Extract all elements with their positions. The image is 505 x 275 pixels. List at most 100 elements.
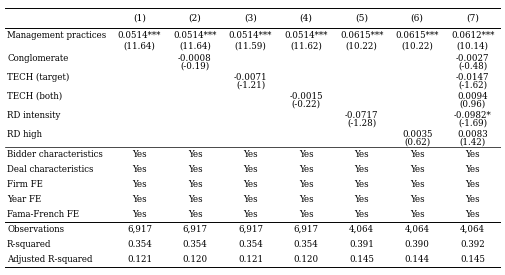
Text: Observations: Observations <box>7 225 64 234</box>
Text: -0.0717: -0.0717 <box>344 111 378 120</box>
Text: Yes: Yes <box>465 195 479 204</box>
Text: 0.0514***: 0.0514*** <box>173 31 216 40</box>
Text: Yes: Yes <box>465 180 479 189</box>
Text: (11.62): (11.62) <box>289 41 321 50</box>
Text: Yes: Yes <box>465 150 479 160</box>
Text: (-0.19): (-0.19) <box>180 62 209 71</box>
Text: 0.0514***: 0.0514*** <box>118 31 161 40</box>
Text: (10.22): (10.22) <box>345 41 377 50</box>
Text: Yes: Yes <box>354 165 368 174</box>
Text: (-1.62): (-1.62) <box>457 81 486 90</box>
Text: 0.0035: 0.0035 <box>401 130 432 139</box>
Text: 0.0615***: 0.0615*** <box>395 31 438 40</box>
Text: Yes: Yes <box>409 180 424 189</box>
Text: -0.0982*: -0.0982* <box>453 111 490 120</box>
Text: 0.392: 0.392 <box>460 240 484 249</box>
Text: (0.62): (0.62) <box>403 138 429 147</box>
Text: (7): (7) <box>465 13 478 23</box>
Text: Yes: Yes <box>298 180 313 189</box>
Text: Yes: Yes <box>409 195 424 204</box>
Text: (3): (3) <box>244 13 257 23</box>
Text: Yes: Yes <box>409 165 424 174</box>
Text: Yes: Yes <box>243 180 258 189</box>
Text: 0.144: 0.144 <box>404 255 429 264</box>
Text: (-1.28): (-1.28) <box>346 119 376 128</box>
Text: (1.42): (1.42) <box>459 138 485 147</box>
Text: Conglomerate: Conglomerate <box>7 54 68 63</box>
Text: 0.0514***: 0.0514*** <box>284 31 327 40</box>
Text: Deal characteristics: Deal characteristics <box>7 165 93 174</box>
Text: Adjusted R-squared: Adjusted R-squared <box>7 255 92 264</box>
Text: Fama-French FE: Fama-French FE <box>7 210 79 219</box>
Text: (6): (6) <box>410 13 423 23</box>
Text: Yes: Yes <box>354 150 368 160</box>
Text: Yes: Yes <box>465 210 479 219</box>
Text: (5): (5) <box>355 13 367 23</box>
Text: Yes: Yes <box>187 210 202 219</box>
Text: 0.354: 0.354 <box>238 240 263 249</box>
Text: 0.120: 0.120 <box>293 255 318 264</box>
Text: 0.145: 0.145 <box>459 255 484 264</box>
Text: 0.120: 0.120 <box>182 255 207 264</box>
Text: (11.64): (11.64) <box>179 41 211 50</box>
Text: (0.96): (0.96) <box>459 100 485 109</box>
Text: Yes: Yes <box>132 195 146 204</box>
Text: Yes: Yes <box>243 165 258 174</box>
Text: Yes: Yes <box>243 210 258 219</box>
Text: Yes: Yes <box>409 150 424 160</box>
Text: Yes: Yes <box>298 210 313 219</box>
Text: Yes: Yes <box>354 195 368 204</box>
Text: Firm FE: Firm FE <box>7 180 43 189</box>
Text: 0.354: 0.354 <box>182 240 207 249</box>
Text: 6,917: 6,917 <box>182 225 207 234</box>
Text: 0.354: 0.354 <box>293 240 318 249</box>
Text: 0.0514***: 0.0514*** <box>228 31 272 40</box>
Text: Yes: Yes <box>354 210 368 219</box>
Text: 4,064: 4,064 <box>348 225 373 234</box>
Text: Yes: Yes <box>298 165 313 174</box>
Text: R-squared: R-squared <box>7 240 52 249</box>
Text: Yes: Yes <box>132 180 146 189</box>
Text: RD intensity: RD intensity <box>7 111 60 120</box>
Text: (-1.21): (-1.21) <box>235 81 265 90</box>
Text: 0.390: 0.390 <box>404 240 429 249</box>
Text: Yes: Yes <box>187 150 202 160</box>
Text: (2): (2) <box>188 13 201 23</box>
Text: (10.22): (10.22) <box>400 41 432 50</box>
Text: -0.0027: -0.0027 <box>455 54 488 63</box>
Text: TECH (both): TECH (both) <box>7 92 62 101</box>
Text: 6,917: 6,917 <box>293 225 318 234</box>
Text: -0.0008: -0.0008 <box>178 54 212 63</box>
Text: Yes: Yes <box>298 195 313 204</box>
Text: Bidder characteristics: Bidder characteristics <box>7 150 103 160</box>
Text: Yes: Yes <box>243 150 258 160</box>
Text: (1): (1) <box>133 13 145 23</box>
Text: Yes: Yes <box>409 210 424 219</box>
Text: Year FE: Year FE <box>7 195 41 204</box>
Text: 0.121: 0.121 <box>237 255 263 264</box>
Text: Yes: Yes <box>132 150 146 160</box>
Text: Yes: Yes <box>354 180 368 189</box>
Text: Yes: Yes <box>298 150 313 160</box>
Text: (10.14): (10.14) <box>456 41 488 50</box>
Text: Management practices: Management practices <box>7 31 106 40</box>
Text: -0.0071: -0.0071 <box>233 73 267 82</box>
Text: Yes: Yes <box>243 195 258 204</box>
Text: RD high: RD high <box>7 130 42 139</box>
Text: (4): (4) <box>299 13 312 23</box>
Text: 6,917: 6,917 <box>127 225 152 234</box>
Text: 0.0612***: 0.0612*** <box>450 31 493 40</box>
Text: Yes: Yes <box>132 210 146 219</box>
Text: Yes: Yes <box>187 195 202 204</box>
Text: 0.0094: 0.0094 <box>457 92 487 101</box>
Text: Yes: Yes <box>132 165 146 174</box>
Text: 0.391: 0.391 <box>348 240 373 249</box>
Text: (-0.22): (-0.22) <box>291 100 320 109</box>
Text: Yes: Yes <box>187 165 202 174</box>
Text: -0.0015: -0.0015 <box>289 92 322 101</box>
Text: (-0.48): (-0.48) <box>457 62 486 71</box>
Text: (11.59): (11.59) <box>234 41 266 50</box>
Text: 0.0083: 0.0083 <box>457 130 487 139</box>
Text: Yes: Yes <box>465 165 479 174</box>
Text: 6,917: 6,917 <box>237 225 263 234</box>
